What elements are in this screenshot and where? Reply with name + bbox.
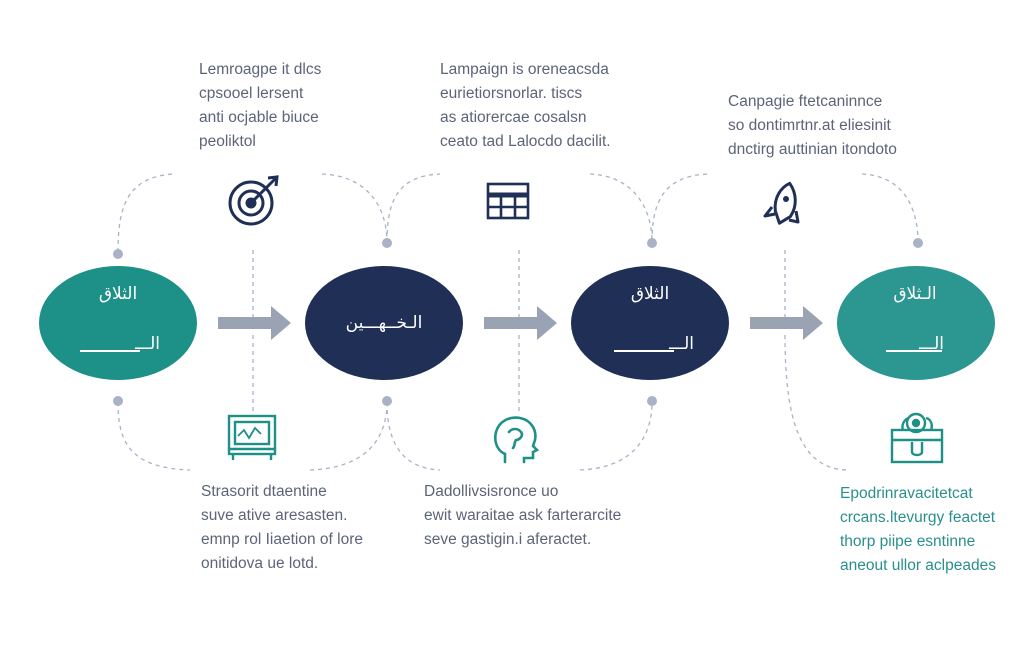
connector-bottom-4 bbox=[579, 401, 653, 471]
node-3-underline bbox=[614, 350, 674, 352]
node-4-label: الـثلاق bbox=[893, 284, 937, 304]
connector-bottom-3 bbox=[386, 401, 441, 471]
node-3 bbox=[571, 266, 729, 380]
connector-top-4 bbox=[589, 173, 653, 243]
node-1 bbox=[39, 266, 197, 380]
arrow-1 bbox=[218, 306, 291, 340]
connector-top-1 bbox=[117, 173, 176, 253]
bottom-text-block-1: Strasorit dtaentine suve ative aresasten… bbox=[201, 480, 363, 576]
text-line: cpsooel lersent bbox=[199, 85, 304, 102]
node-1-underline bbox=[80, 350, 140, 352]
text-line: onitidova ue lotd. bbox=[201, 555, 319, 572]
node-2 bbox=[305, 266, 463, 380]
text-line: Lemroagpe it dlcs bbox=[199, 61, 322, 78]
dot-bottom-2 bbox=[382, 396, 392, 406]
dot-top-2 bbox=[382, 238, 392, 248]
text-line: aneout ullor aclpeades bbox=[840, 557, 996, 574]
text-line: as atiorercae cosalsn bbox=[440, 109, 587, 126]
calendar-grid-icon bbox=[486, 182, 530, 220]
text-line: dnctirg auttinian itondoto bbox=[728, 141, 897, 158]
top-text-block-3: Canpagie ftetcaninnce so dontimrtnr.at e… bbox=[728, 90, 897, 162]
top-text-block-1: Lemroagpe it dlcs cpsooel lersent anti o… bbox=[199, 58, 321, 154]
text-line: emnp rol Iiaetion of lore bbox=[201, 531, 363, 548]
node-4-underline bbox=[886, 350, 942, 352]
bottom-text-block-2: Dadollivsisronce uo ewit waraitae ask fa… bbox=[424, 480, 621, 552]
node-4 bbox=[837, 266, 995, 380]
dot-bottom-1 bbox=[113, 396, 123, 406]
connector-top-2 bbox=[321, 173, 388, 243]
text-line: anti ocjable biuce bbox=[199, 109, 319, 126]
nodes bbox=[39, 266, 995, 380]
rocket-icon bbox=[763, 181, 800, 225]
text-line: suve ative aresasten. bbox=[201, 507, 348, 524]
node-1-label: الثلاق bbox=[98, 284, 138, 304]
text-line: ceato tad Lalocdo dacilit. bbox=[440, 133, 611, 150]
text-line: Lampaign is oreneacsda bbox=[440, 61, 609, 78]
dot-top-1 bbox=[113, 249, 123, 259]
node-3-sublabel: الـــ bbox=[669, 334, 694, 354]
connector-top-3 bbox=[386, 173, 441, 243]
text-line: so dontimrtnr.at eliesinit bbox=[728, 117, 891, 134]
arrow-3 bbox=[750, 306, 823, 340]
target-icon bbox=[228, 175, 279, 226]
node-2-label: الـخــهـــين bbox=[345, 313, 423, 333]
node-4-sublabel: الـــ bbox=[919, 334, 944, 354]
dot-top-4 bbox=[913, 238, 923, 248]
bottom-connectors bbox=[117, 334, 847, 471]
text-line: eurietiorsnorlar. tiscs bbox=[440, 85, 583, 102]
arrow-2 bbox=[484, 306, 557, 340]
connector-dots bbox=[113, 238, 923, 406]
text-line: ewit waraitae ask farterarcite bbox=[424, 507, 622, 524]
arrows bbox=[218, 306, 823, 340]
text-line: peoliktol bbox=[199, 133, 256, 150]
connector-bottom-5 bbox=[784, 334, 847, 471]
text-line: Canpagie ftetcaninnce bbox=[728, 93, 883, 110]
bottom-text-block-3: Epodrinravacitetcat crcans.ltevurgy feac… bbox=[840, 482, 996, 578]
text-line: crcans.ltevurgy feactet bbox=[840, 509, 996, 526]
connector-bottom-2 bbox=[309, 401, 388, 471]
top-text-block-2: Lampaign is oreneacsda eurietiorsnorlar.… bbox=[440, 58, 611, 154]
text-line: Dadollivsisronce uo bbox=[424, 483, 559, 500]
node-3-label: الثلاق bbox=[630, 284, 670, 304]
node-1-sublabel: الـــ bbox=[135, 334, 160, 354]
text-line: Strasorit dtaentine bbox=[201, 483, 327, 500]
top-connectors bbox=[117, 173, 919, 318]
dot-top-3 bbox=[647, 238, 657, 248]
text-line: seve gastigin.i aferactet. bbox=[424, 531, 592, 548]
text-line: thorp piipe esntinne bbox=[840, 533, 976, 550]
text-line: Epodrinravacitetcat bbox=[840, 485, 973, 502]
connector-top-5 bbox=[651, 173, 709, 243]
monitor-cabinet-icon bbox=[227, 414, 277, 460]
briefcase-gear-icon bbox=[890, 412, 944, 464]
connector-bottom-1 bbox=[117, 401, 191, 471]
head-profile-icon bbox=[493, 416, 540, 464]
connector-top-6 bbox=[861, 173, 919, 243]
dot-bottom-3 bbox=[647, 396, 657, 406]
